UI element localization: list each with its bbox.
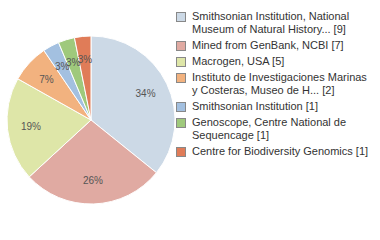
svg-text:3%: 3% — [78, 54, 93, 65]
html-text:Instituto de Investigaciones M: Instituto de Investigaciones Marinas y C… — [192, 71, 367, 96]
html-text:Smithsonian Institution [1]: Smithsonian Institution [1] — [192, 100, 318, 112]
svg-text:3%: 3% — [55, 61, 70, 73]
svg-text:26%: 26% — [83, 175, 103, 186]
html-text:Centre for Biodiversity Genomi: Centre for Biodiversity Genomics [1] — [192, 145, 369, 157]
svg-text:3%: 3% — [66, 56, 81, 68]
html-text:Genoscope, Centre National de: Genoscope, Centre National de Sequencage… — [192, 116, 347, 141]
html-text:Mined from GenBank, NCBI [7]: Mined from GenBank, NCBI [7] — [192, 39, 344, 51]
svg-text:7%: 7% — [39, 74, 54, 85]
svg-text:19%: 19% — [21, 121, 41, 132]
html-text:Macrogen, USA [5]: Macrogen, USA [5] — [192, 55, 285, 67]
html-text:Smithsonian Institution, Natio: Smithsonian Institution, National Museum… — [192, 10, 350, 35]
svg-text:34%: 34% — [136, 88, 156, 99]
